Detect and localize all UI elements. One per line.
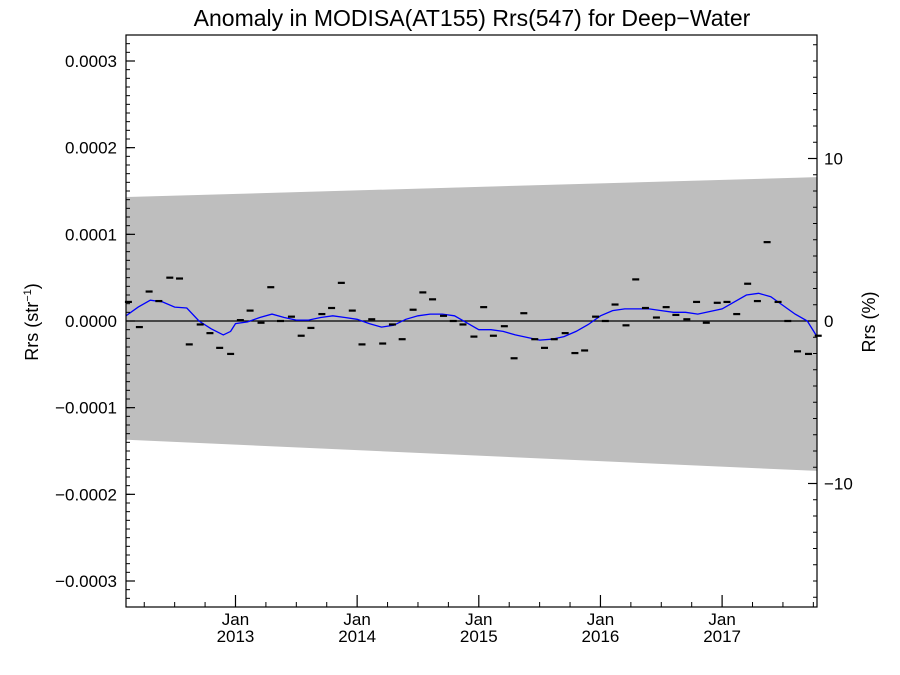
- x-tick-month-label: Jan: [587, 610, 614, 629]
- x-tick-year-label: 2013: [217, 627, 255, 646]
- x-tick-year-label: 2014: [338, 627, 376, 646]
- left-axis-label-base: Rrs (str: [22, 302, 42, 361]
- x-tick-month-label: Jan: [222, 610, 249, 629]
- left-tick-label: −0.0002: [55, 485, 117, 504]
- left-tick-label: 0.0002: [65, 139, 117, 158]
- left-tick-label: 0.0001: [65, 225, 117, 244]
- left-axis-label: Rrs (str−1): [22, 283, 42, 361]
- chart-title: Anomaly in MODISA(AT155) Rrs(547) for De…: [194, 5, 751, 31]
- left-tick-label: 0.0003: [65, 52, 117, 71]
- left-axis-label-close: ): [22, 283, 42, 289]
- x-tick-month-label: Jan: [708, 610, 735, 629]
- left-tick-label: −0.0003: [55, 572, 117, 591]
- left-axis-label-superscript: −1: [22, 289, 34, 302]
- right-axis: 10 0 −10: [808, 44, 853, 598]
- x-tick-year-label: 2015: [460, 627, 498, 646]
- trend-line: [125, 292, 818, 341]
- right-axis-label: Rrs (%): [859, 292, 879, 353]
- anomaly-points: [124, 241, 822, 360]
- x-tick-month-label: Jan: [343, 610, 370, 629]
- uncertainty-band: [126, 177, 817, 471]
- x-tick-year-label: 2016: [582, 627, 620, 646]
- right-tick-label: −10: [824, 475, 853, 494]
- right-tick-label: 10: [824, 150, 843, 169]
- left-axis: 0.0003 0.0002 0.0001 0.0000 −0.0001 −0.0002 −0…: [55, 34, 135, 608]
- left-tick-label: −0.0001: [55, 399, 117, 418]
- x-tick-month-label: Jan: [465, 610, 492, 629]
- left-tick-label: 0.0000: [65, 312, 117, 331]
- plot-area: [124, 177, 822, 471]
- x-tick-year-label: 2017: [703, 627, 741, 646]
- right-tick-label: 0: [824, 312, 833, 331]
